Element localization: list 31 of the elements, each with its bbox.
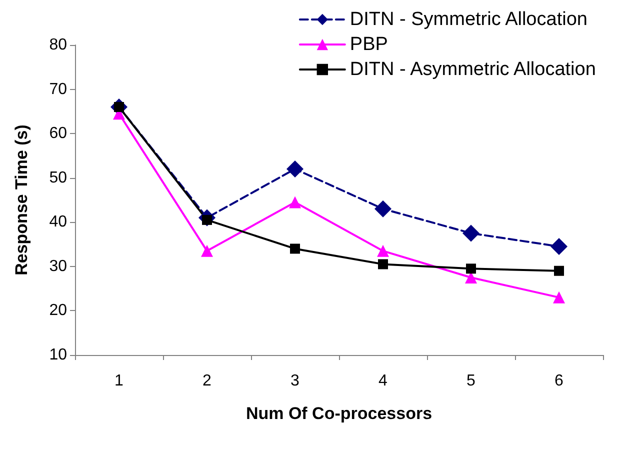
x-axis-title: Num Of Co-processors (246, 404, 432, 423)
point (201, 244, 213, 257)
point (554, 266, 564, 276)
point (462, 224, 480, 242)
point (466, 264, 476, 274)
legend-label: DITN - Symmetric Allocation (350, 9, 588, 30)
y-tick-label: 50 (49, 169, 68, 186)
x-tick-label: 3 (290, 372, 300, 390)
x-tick-label: 2 (202, 372, 212, 390)
x-tick-label: 6 (554, 372, 564, 390)
y-tick-label: 60 (49, 125, 68, 142)
y-axis-title: Response Time (s) (12, 124, 31, 276)
x-tick-label: 1 (114, 372, 124, 390)
point (378, 259, 388, 270)
y-tick-label: 40 (49, 214, 68, 231)
y-tick-label: 30 (49, 258, 68, 275)
point (286, 160, 304, 178)
x-tick-label: 5 (466, 372, 476, 390)
point (374, 200, 392, 218)
y-tick-label: 80 (49, 36, 68, 54)
point (553, 291, 565, 304)
y-tick-label: 20 (49, 302, 68, 320)
point (289, 196, 301, 208)
point (377, 244, 389, 257)
point (290, 244, 300, 254)
point (550, 238, 568, 255)
legend-label: PBP (350, 34, 388, 55)
y-tick-label: 70 (49, 80, 68, 98)
legend-label: DITN - Asymmetric Allocation (350, 59, 596, 80)
x-tick-label: 4 (378, 372, 388, 390)
y-tick-label: 10 (49, 346, 68, 364)
